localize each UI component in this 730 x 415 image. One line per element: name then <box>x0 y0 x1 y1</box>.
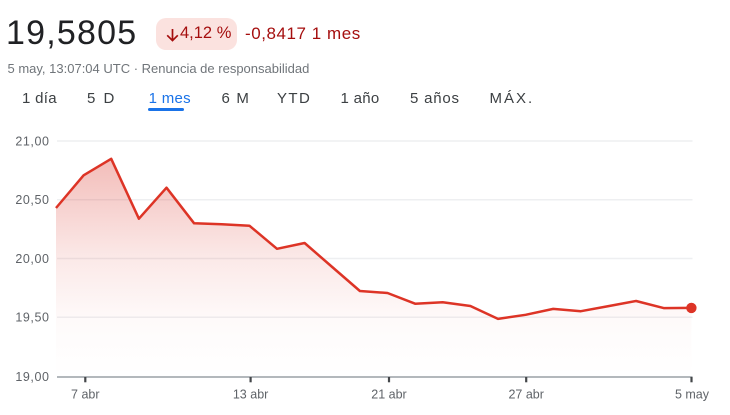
svg-text:27 abr: 27 abr <box>508 387 543 401</box>
svg-text:7 abr: 7 abr <box>71 387 100 401</box>
svg-text:21 abr: 21 abr <box>371 387 406 401</box>
svg-text:20,50: 20,50 <box>15 193 49 207</box>
svg-text:19,00: 19,00 <box>15 370 49 384</box>
svg-text:21,00: 21,00 <box>15 134 49 148</box>
svg-text:19,50: 19,50 <box>15 311 49 325</box>
svg-text:20,00: 20,00 <box>15 252 49 266</box>
svg-text:5 may: 5 may <box>675 387 710 401</box>
svg-text:13 abr: 13 abr <box>233 387 268 401</box>
